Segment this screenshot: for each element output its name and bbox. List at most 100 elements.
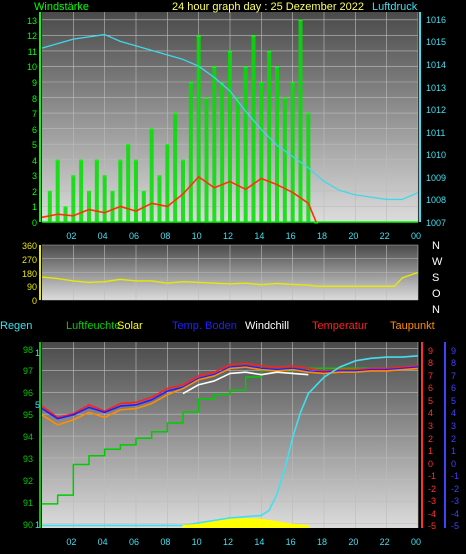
pressure-line bbox=[41, 33, 419, 201]
temperature-axis-tick-label: 3 bbox=[428, 420, 434, 431]
pressure-axis-tick-label: 1016 bbox=[426, 14, 447, 25]
rain-axis-tick-label: 5 bbox=[34, 400, 40, 410]
wind-gust-mark bbox=[94, 159, 99, 162]
legend-taupunkt: Taupunkt bbox=[390, 320, 435, 332]
wind-x-tick-label: 20 bbox=[348, 231, 359, 241]
wind-speed-bar bbox=[149, 128, 154, 222]
wind-x-tick-label: 06 bbox=[129, 231, 140, 241]
wind-gust-mark bbox=[306, 113, 311, 115]
legend-windchill: Windchill bbox=[245, 320, 290, 332]
wind-x-tick-label: 04 bbox=[97, 231, 108, 241]
pressure-axis-tick-label: 1009 bbox=[426, 172, 447, 183]
wind-speed-bar bbox=[282, 97, 287, 222]
dewpoint-axis-tick-label: 4 bbox=[451, 408, 457, 419]
temperature-axis-tick-label: 9 bbox=[428, 345, 434, 356]
temperature-x-tick-label: 02 bbox=[66, 537, 77, 547]
legend-luftfeuchte: Luftfeuchte bbox=[66, 320, 121, 332]
wind-gust-mark bbox=[63, 206, 68, 208]
wind-gust-mark bbox=[298, 19, 303, 22]
temperature-x-tick-label: 10 bbox=[191, 537, 202, 547]
wind-axis-tick-label: 8 bbox=[31, 93, 37, 104]
dewpoint-axis-tick-label: -3 bbox=[451, 496, 460, 507]
wind-gust-mark bbox=[87, 190, 91, 193]
wind-speed-bar bbox=[204, 97, 209, 222]
wind-gust-mark bbox=[173, 113, 178, 115]
temperature-x-tick-label: 18 bbox=[317, 537, 328, 547]
compass-label: S bbox=[432, 272, 440, 284]
wind-direction-line bbox=[41, 271, 419, 287]
wind-speed-bar bbox=[188, 82, 193, 222]
wind-gust-mark bbox=[228, 50, 232, 53]
wind-gust-mark bbox=[181, 159, 185, 162]
wind-speed-bar bbox=[102, 175, 107, 222]
wind-speed-bar bbox=[110, 190, 115, 222]
humidity-axis-tick-label: 91 bbox=[22, 497, 33, 508]
wind-gust-mark bbox=[212, 66, 217, 68]
windchill-line bbox=[182, 371, 309, 395]
temperature-axis-tick-label: 2 bbox=[428, 433, 434, 444]
wind-gust-mark bbox=[47, 190, 52, 193]
temperature-x-tick-label: 14 bbox=[254, 537, 265, 547]
wind-speed-bar bbox=[298, 19, 303, 223]
wind-axis-tick-label: 1 bbox=[31, 202, 37, 213]
humidity-axis-tick-label: 96 bbox=[22, 388, 33, 399]
wind-gust-mark bbox=[102, 175, 107, 177]
pressure-axis-tick-label: 1008 bbox=[426, 195, 447, 206]
dewpoint-axis-tick-label: -2 bbox=[451, 483, 460, 494]
wind-speed-bar bbox=[251, 35, 256, 223]
wind-speed-bar bbox=[87, 190, 91, 222]
pressure-axis-tick-label: 1014 bbox=[426, 59, 447, 70]
wind-x-tick-label: 02 bbox=[66, 231, 77, 241]
temperature-x-tick-label: 20 bbox=[348, 537, 359, 547]
wind-x-tick-label: 12 bbox=[223, 231, 234, 241]
dewpoint-axis-tick-label: 2 bbox=[451, 433, 457, 444]
wind-speed-bar bbox=[181, 159, 185, 222]
wind-gust-mark bbox=[134, 159, 138, 162]
temperature-axis-tick-label: -1 bbox=[428, 471, 437, 482]
wind-gust-mark bbox=[165, 144, 170, 146]
rain-axis-tick-label: 1 bbox=[34, 520, 40, 530]
humidity-axis-tick-label: 93 bbox=[22, 453, 33, 464]
direction-axis-tick-label: 0 bbox=[31, 296, 37, 306]
wind-axis-tick-label: 13 bbox=[26, 15, 37, 26]
temperature-axis-tick-label: -2 bbox=[428, 483, 437, 494]
temperature-x-tick-label: 22 bbox=[379, 537, 390, 547]
temperature-x-tick-label: 06 bbox=[129, 537, 140, 547]
wind-speed-bar bbox=[157, 175, 162, 222]
wind-x-tick-label: 00 bbox=[411, 231, 422, 241]
wind-speed-bar bbox=[173, 113, 178, 222]
wind-x-tick-label: 08 bbox=[160, 231, 171, 241]
wind-speed-bar bbox=[134, 159, 138, 222]
wind-speed-bar bbox=[212, 66, 217, 222]
wind-x-tick-label: 14 bbox=[254, 231, 265, 241]
wind-speed-bar bbox=[94, 159, 99, 222]
compass-label: W bbox=[432, 256, 443, 268]
luftfeuchte-line bbox=[42, 367, 418, 505]
temperature-x-tick-label: 16 bbox=[285, 537, 296, 547]
temperature-x-tick-label: 04 bbox=[97, 537, 108, 547]
regen-line bbox=[42, 355, 419, 527]
wind-gust-mark bbox=[126, 144, 131, 146]
temperature-x-tick-label: 12 bbox=[223, 537, 234, 547]
temperature-axis-tick-label: 6 bbox=[428, 383, 434, 394]
legend-temp-boden: Temp. Boden bbox=[172, 320, 237, 332]
legend-solar: Solar bbox=[117, 320, 143, 332]
wind-gust-mark bbox=[188, 82, 193, 84]
wind-axis-tick-label: 9 bbox=[31, 78, 37, 88]
wind-axis-tick-label: 6 bbox=[31, 124, 37, 135]
wind-speed-bar bbox=[165, 144, 170, 222]
temperature-axis-tick-label: -3 bbox=[428, 496, 437, 507]
pressure-axis-tick-label: 1013 bbox=[426, 82, 447, 93]
legend-temperatur: Temperatur bbox=[312, 320, 368, 332]
humidity-axis-tick-label: 92 bbox=[22, 475, 33, 486]
temp-boden-line bbox=[41, 365, 419, 420]
wind-axis-tick-label: 0 bbox=[31, 218, 37, 228]
wind-speed-bar bbox=[196, 35, 201, 223]
wind-gust-mark bbox=[282, 97, 287, 100]
wind-gust-mark bbox=[314, 222, 319, 224]
chart-title: 24 hour graph day : 25 Dezember 2022 bbox=[172, 1, 365, 13]
wind-axis-tick-label: 5 bbox=[31, 140, 37, 151]
wind-gust-mark bbox=[110, 190, 115, 193]
wind-axis-tick-label: 12 bbox=[26, 31, 37, 42]
dewpoint-axis-tick-label: 9 bbox=[451, 345, 457, 356]
